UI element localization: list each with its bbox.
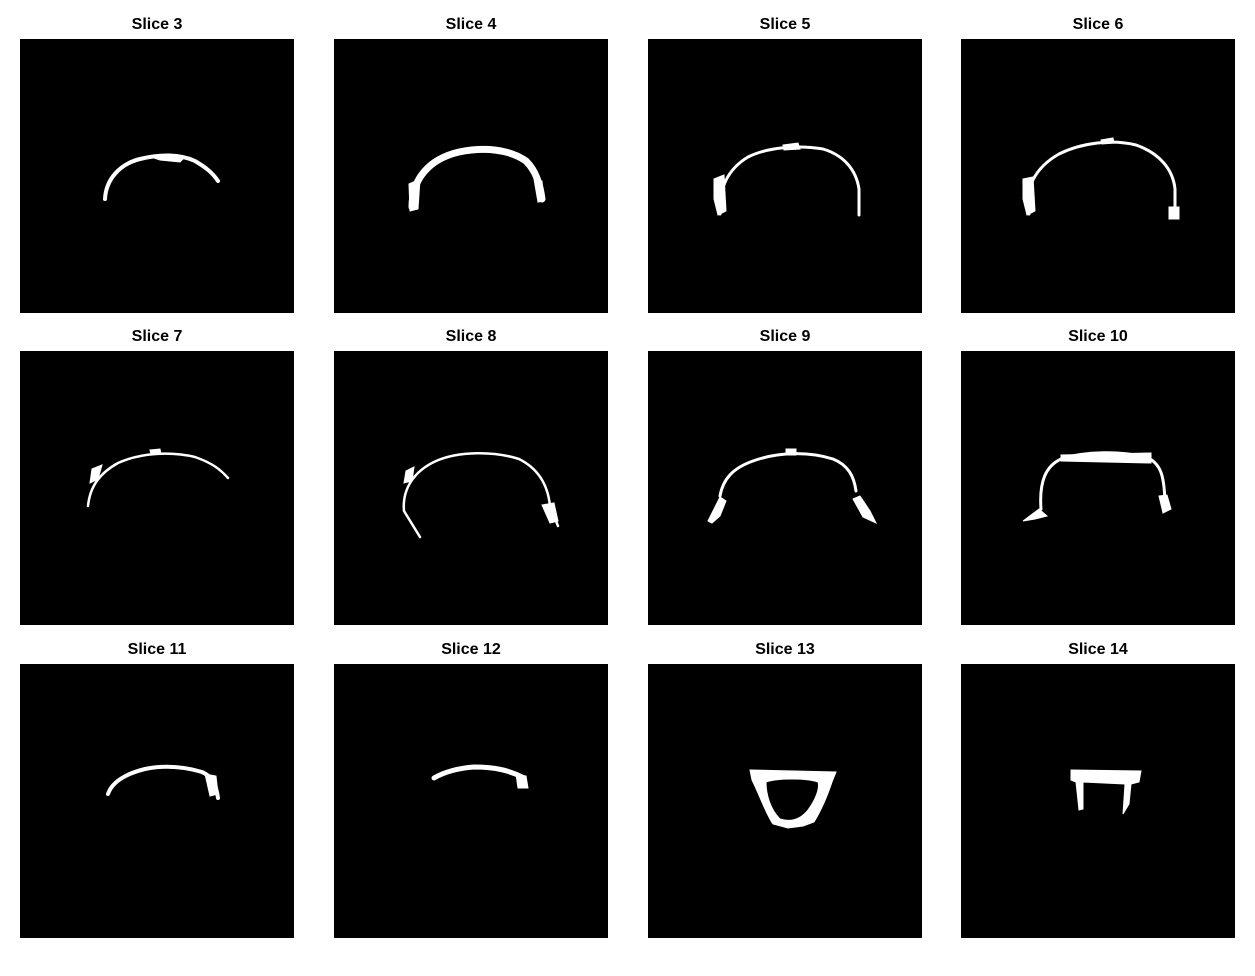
- slice-panel-11: Slice 11: [20, 640, 294, 945]
- slice-panel-3: Slice 3: [20, 15, 294, 320]
- slice-panel-7: Slice 7: [20, 327, 294, 632]
- slice-image: [20, 39, 294, 313]
- slice-image: [334, 39, 608, 313]
- slice-image: [20, 351, 294, 625]
- slice-title: Slice 4: [445, 16, 497, 33]
- slice-title: Slice 10: [1068, 328, 1128, 345]
- slice-title: Slice 11: [127, 641, 187, 658]
- slice-panel-14: Slice 14: [961, 640, 1235, 945]
- slice-title: Slice 6: [1072, 16, 1124, 33]
- slice-title: Slice 12: [441, 641, 501, 658]
- slice-title: Slice 8: [445, 328, 497, 345]
- slice-title: Slice 14: [1068, 641, 1128, 658]
- slice-title: Slice 7: [131, 328, 183, 345]
- slice-panel-6: Slice 6: [961, 15, 1235, 320]
- slice-image: [961, 351, 1235, 625]
- slice-panel-13: Slice 13: [648, 640, 922, 945]
- slice-panel-10: Slice 10: [961, 327, 1235, 632]
- slice-panel-12: Slice 12: [334, 640, 608, 945]
- slice-title: Slice 9: [759, 328, 811, 345]
- slice-image: [20, 664, 294, 938]
- slice-image: [334, 351, 608, 625]
- slice-panel-4: Slice 4: [334, 15, 608, 320]
- slice-image: [961, 39, 1235, 313]
- slice-image: [961, 664, 1235, 938]
- slice-panel-9: Slice 9: [648, 327, 922, 632]
- slice-title: Slice 5: [759, 16, 811, 33]
- slice-title: Slice 3: [131, 16, 183, 33]
- slice-image: [648, 351, 922, 625]
- slice-title: Slice 13: [755, 641, 815, 658]
- slice-image: [334, 664, 608, 938]
- slice-panel-5: Slice 5: [648, 15, 922, 320]
- slice-image: [648, 664, 922, 938]
- slice-image: [648, 39, 922, 313]
- slice-panel-8: Slice 8: [334, 327, 608, 632]
